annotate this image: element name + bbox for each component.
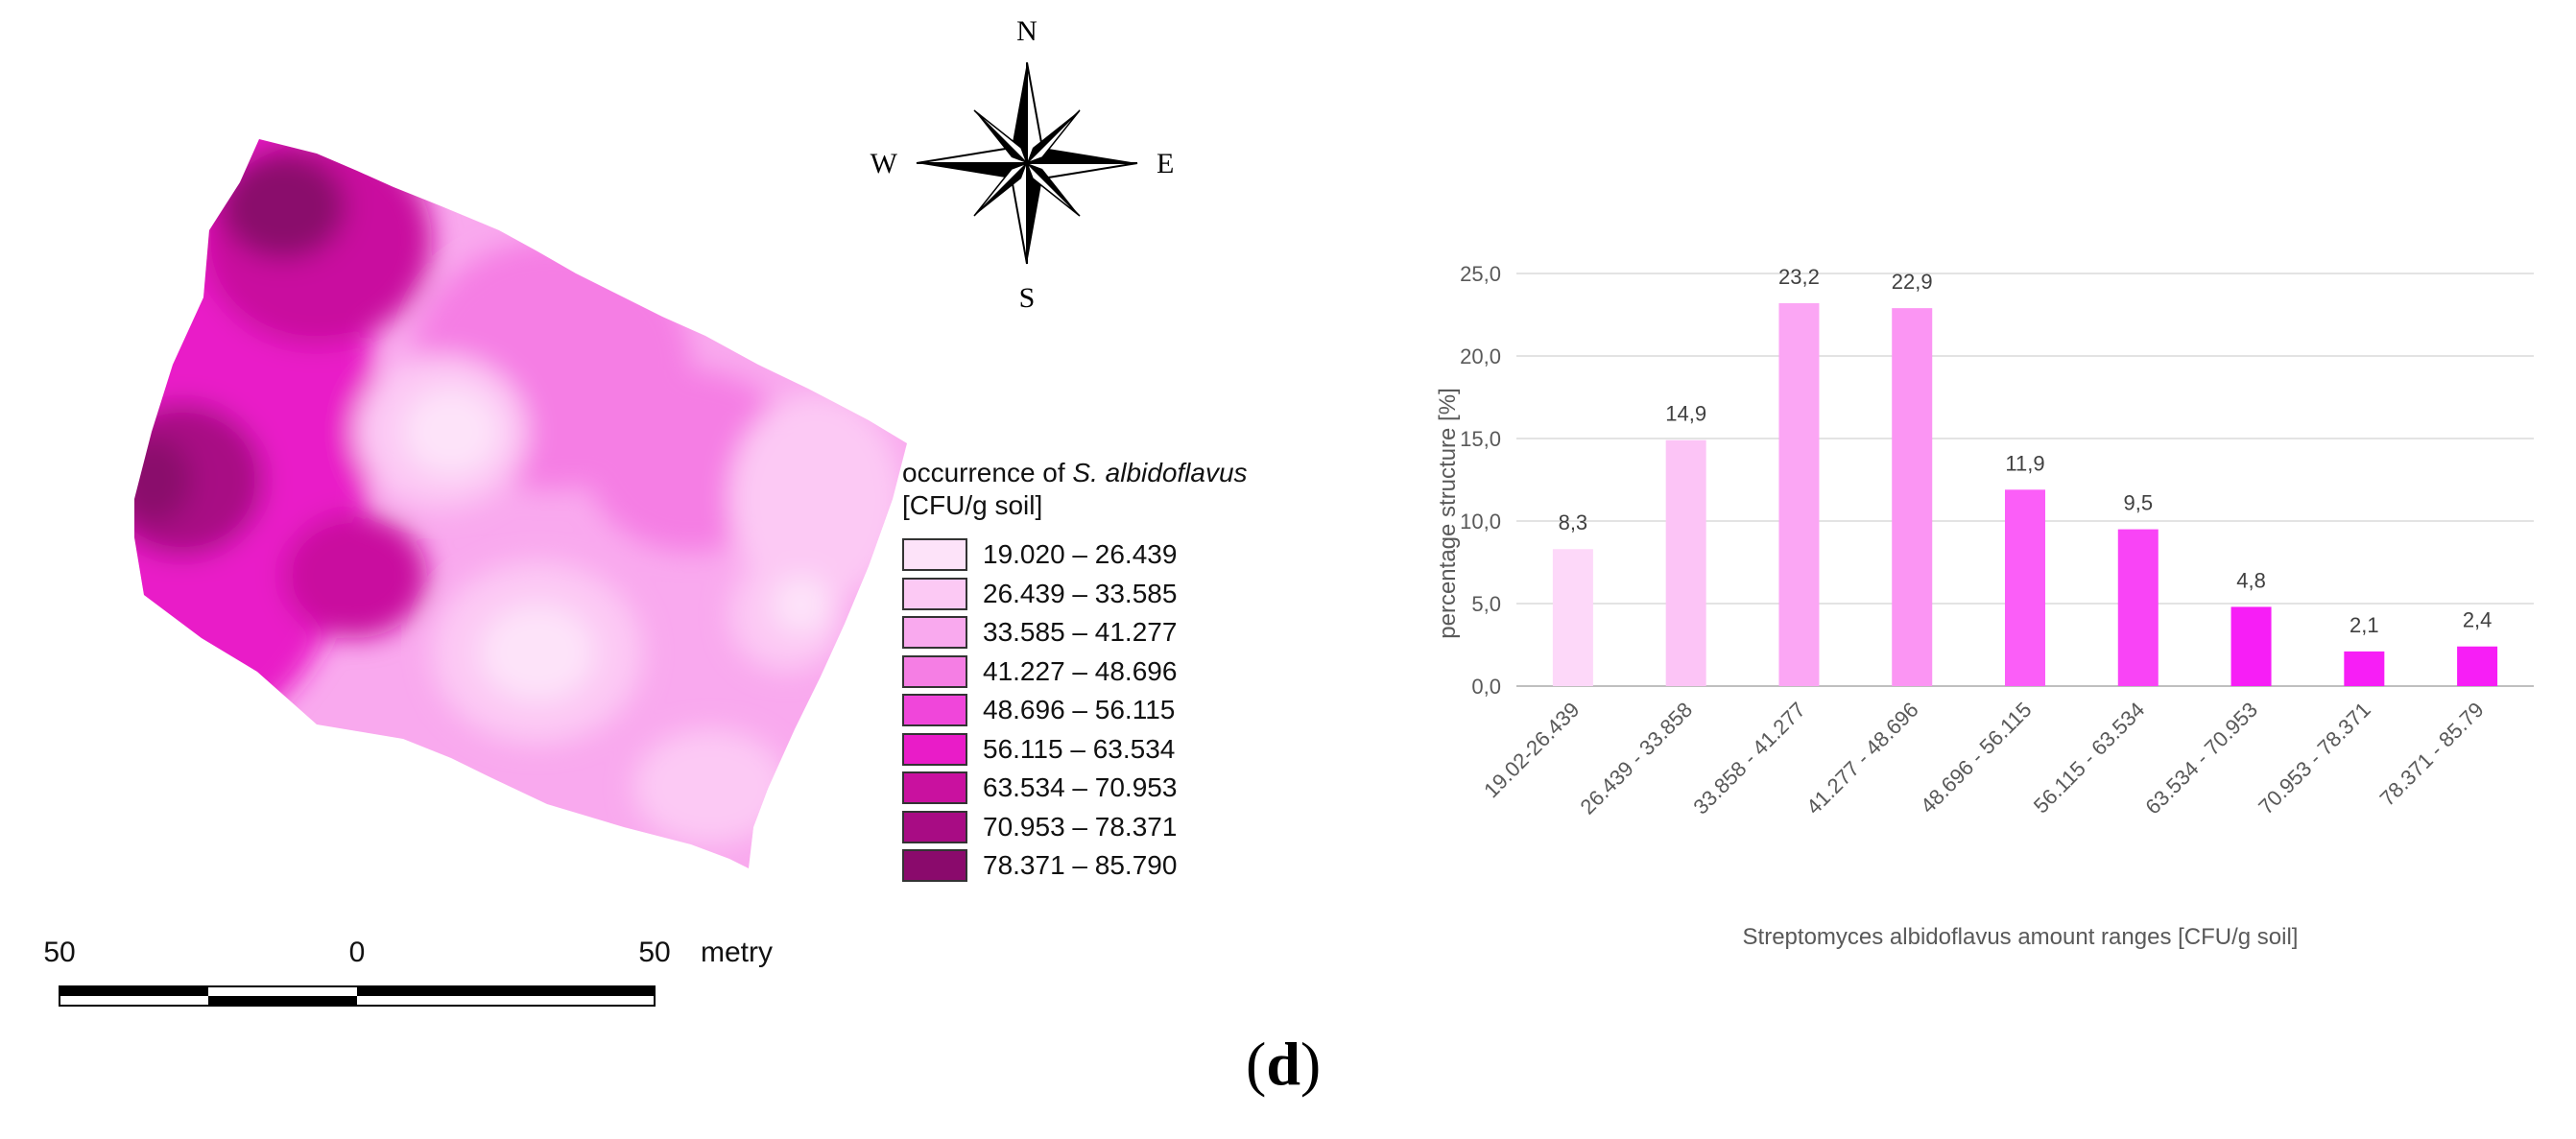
legend-title-species: S. albidoflavus <box>1072 458 1248 487</box>
chart-y-tick-label: 0,0 <box>1471 675 1501 699</box>
chart-x-tick-label: 63.534 - 70.953 <box>2140 698 2262 819</box>
chart-data-label: 8,3 <box>1559 510 1588 534</box>
chart-bars <box>1552 302 2498 686</box>
panel-label-close: ) <box>1300 1030 1322 1098</box>
legend-entry: 56.115 – 63.534 <box>902 730 1401 770</box>
legend-label: 70.953 – 78.371 <box>983 811 1178 842</box>
chart-y-axis-title: percentage structure [%] <box>1435 388 1461 638</box>
scale-unit-label: metry <box>701 937 773 968</box>
chart-data-label: 4,8 <box>2236 568 2266 592</box>
chart-bar <box>1665 439 1706 686</box>
interpolation-map <box>0 0 1420 1008</box>
legend-swatch <box>902 654 967 688</box>
chart-data-label: 2,4 <box>2463 608 2493 632</box>
legend-label: 63.534 – 70.953 <box>983 772 1178 803</box>
legend-label: 48.696 – 56.115 <box>983 695 1176 725</box>
legend-swatch <box>902 694 967 727</box>
legend-entry: 26.439 – 33.585 <box>902 575 1401 614</box>
bar-chart: 0,0 5,0 10,0 15,0 20,0 25,0 8,3 14,9 23,2 22,9 11… <box>1435 262 2534 950</box>
chart-data-label: 23,2 <box>1778 265 1820 289</box>
panel-label: (d) <box>1246 1029 1321 1100</box>
chart-x-tick-label: 78.371 - 85.79 <box>2375 698 2489 811</box>
chart-data-label: 22,9 <box>1892 270 1933 294</box>
chart-bar <box>2457 646 2498 686</box>
legend-label: 33.585 – 41.277 <box>983 617 1178 648</box>
legend-swatch <box>902 577 967 610</box>
chart-bar <box>1892 308 1933 686</box>
legend-title-prefix: occurrence of <box>902 458 1073 487</box>
chart-y-tick-label: 25,0 <box>1460 262 1501 286</box>
chart-data-label: 2,1 <box>2349 613 2379 637</box>
chart-y-tick-label: 5,0 <box>1471 592 1501 616</box>
chart-bar <box>2117 529 2159 686</box>
legend-entry: 19.020 – 26.439 <box>902 535 1401 575</box>
chart-data-label: 9,5 <box>2123 491 2153 515</box>
chart-bar <box>2344 651 2385 686</box>
legend-swatch <box>902 771 967 805</box>
chart-x-axis-title: Streptomyces albidoflavus amount ranges … <box>1743 924 2299 950</box>
chart-y-tick-label: 15,0 <box>1460 427 1501 451</box>
legend-unit: [CFU/g soil] <box>902 490 1043 520</box>
legend-swatch <box>902 616 967 650</box>
legend-title: occurrence of S. albidoflavus <box>902 457 1401 489</box>
legend-entry: 41.227 – 48.696 <box>902 653 1401 692</box>
chart-bar <box>1552 549 1593 686</box>
legend-label: 41.227 – 48.696 <box>983 655 1178 686</box>
legend-swatch <box>902 849 967 883</box>
chart-y-tick-label: 10,0 <box>1460 510 1501 534</box>
chart-data-label: 11,9 <box>2005 451 2044 475</box>
legend-swatch <box>902 810 967 843</box>
chart-x-tick-label: 19.02-26.439 <box>1479 698 1584 802</box>
chart-x-tick-label: 70.953 - 78.371 <box>2254 698 2375 819</box>
chart-x-tick-label: 26.439 - 33.858 <box>1576 698 1698 819</box>
chart-y-tick-label: 20,0 <box>1460 344 1501 368</box>
legend-swatch <box>902 732 967 766</box>
legend-label: 26.439 – 33.585 <box>983 578 1178 608</box>
legend-entry: 70.953 – 78.371 <box>902 808 1401 847</box>
chart-bar <box>2230 606 2272 686</box>
map-legend: occurrence of S. albidoflavus [CFU/g soi… <box>902 457 1401 886</box>
legend-entry: 33.585 – 41.277 <box>902 613 1401 653</box>
legend-entry: 63.534 – 70.953 <box>902 769 1401 808</box>
panel-label-open: ( <box>1246 1030 1267 1098</box>
chart-x-tick-label: 33.858 - 41.277 <box>1688 698 1810 819</box>
chart-x-tick-label: 41.277 - 48.696 <box>1801 698 1923 819</box>
chart-y-ticks: 0,0 5,0 10,0 15,0 20,0 25,0 <box>1460 262 1501 699</box>
chart-bar <box>2005 489 2045 686</box>
scale-right-label: 50 <box>638 937 670 968</box>
scale-left-label: 50 <box>43 937 75 968</box>
chart-x-tick-label: 48.696 - 56.115 <box>1916 698 2037 819</box>
legend-entry: 78.371 – 85.790 <box>902 846 1401 886</box>
chart-x-tick-label: 56.115 - 63.534 <box>2029 698 2150 819</box>
legend-entry: 48.696 – 56.115 <box>902 691 1401 730</box>
legend-label: 78.371 – 85.790 <box>983 850 1178 881</box>
legend-label: 19.020 – 26.439 <box>983 539 1178 570</box>
scale-middle-label: 0 <box>349 937 366 968</box>
chart-data-labels: 8,3 14,9 23,2 22,9 11,9 9,5 4,8 2,1 2,4 <box>1559 265 2493 637</box>
panel-label-letter: d <box>1266 1030 1300 1098</box>
chart-data-label: 14,9 <box>1665 402 1706 426</box>
legend-swatch <box>902 538 967 572</box>
scale-bar: 50 0 50 metry <box>43 937 773 1007</box>
chart-bar <box>1778 302 1820 686</box>
legend-label: 56.115 – 63.534 <box>983 733 1176 764</box>
legend-entries: 19.020 – 26.439 26.439 – 33.585 33.585 – 4… <box>902 535 1401 886</box>
